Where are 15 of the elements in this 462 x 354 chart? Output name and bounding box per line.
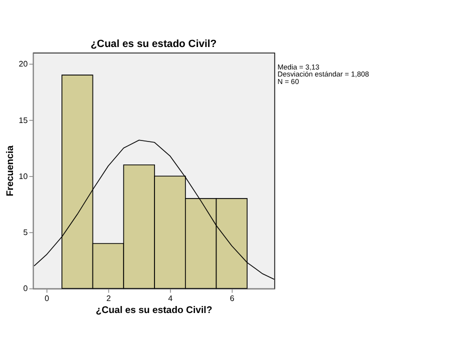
text: Media = 3,13 [278, 62, 320, 72]
y-tick-label: 20 [18, 60, 28, 69]
chart-title: ¿Cual es su estado Civil? [90, 38, 217, 50]
y-axis-title: Frecuencia [5, 144, 16, 196]
y-tick-label: 5 [23, 228, 28, 238]
y-tick-label: 15 [18, 116, 28, 125]
x-tick-label: 2 [106, 294, 112, 303]
text: Desviación estándar = 1,808 [278, 70, 370, 79]
y-tick-label: 0 [23, 284, 28, 294]
y-tick-label: 10 [18, 172, 28, 181]
x-tick-label: 0 [44, 294, 50, 303]
x-tick-label: 6 [230, 294, 235, 303]
x-axis-title: ¿Cual es su estado Civil? [96, 304, 212, 316]
text: N = 60 [278, 76, 299, 86]
x-tick-label: 4 [168, 294, 174, 303]
